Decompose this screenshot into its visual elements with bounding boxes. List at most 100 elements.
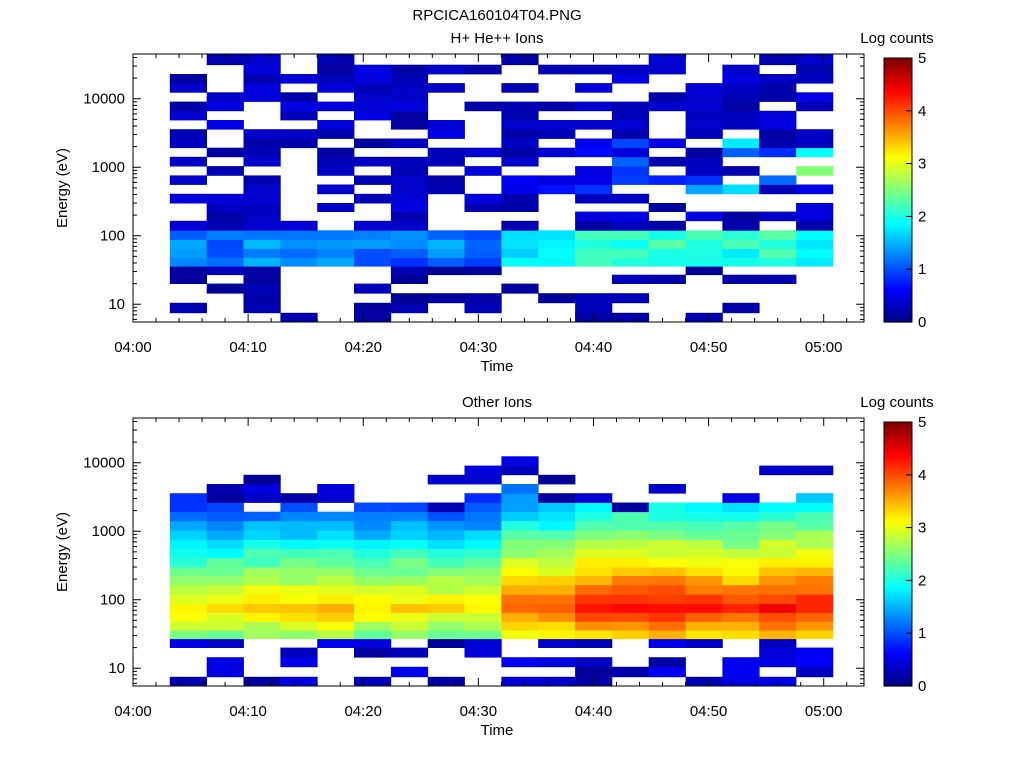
heatmap-cell: [575, 64, 613, 75]
heatmap-cell: [648, 64, 686, 75]
heatmap-cell: [169, 138, 207, 149]
colorbar-swatch: [884, 600, 912, 603]
heatmap-cell: [722, 230, 760, 240]
heatmap-cell: [243, 283, 281, 294]
heatmap-cell: [206, 603, 244, 613]
x-tick-label: 04:40: [575, 703, 613, 720]
colorbar-swatch: [884, 609, 912, 612]
heatmap-cell: [501, 129, 539, 139]
heatmap-cell: [169, 110, 207, 121]
colorbar-swatch: [884, 437, 912, 441]
colorbar-swatch: [884, 60, 912, 63]
heatmap-cell: [427, 83, 465, 93]
heatmap-cell: [169, 584, 207, 595]
heatmap-cell: [427, 147, 465, 158]
colorbar-swatch: [884, 121, 912, 125]
heatmap-cell: [206, 484, 244, 494]
colorbar-swatch: [884, 646, 912, 650]
heatmap-cell: [685, 676, 723, 687]
heatmap-cell: [538, 630, 576, 640]
heatmap-cell: [575, 520, 613, 531]
heatmap-cell: [611, 557, 650, 568]
heatmap-cell: [501, 502, 539, 513]
heatmap-cell: [169, 266, 207, 276]
colorbar-swatch: [884, 176, 912, 180]
heatmap-cell: [501, 101, 539, 112]
heatmap-cell: [538, 293, 576, 304]
heatmap-cell: [427, 230, 465, 240]
heatmap-cell: [538, 603, 576, 613]
heatmap-cell: [464, 539, 502, 549]
heatmap-cell: [759, 257, 797, 267]
colorbar-swatch: [884, 648, 912, 652]
heatmap-cell: [501, 175, 539, 185]
heatmap-cell: [464, 474, 502, 485]
heatmap-cell: [243, 511, 281, 522]
heatmap-cell: [648, 612, 686, 622]
x-tick-label: 04:10: [229, 339, 267, 356]
heatmap-cell: [243, 230, 281, 240]
colorbar-swatch: [884, 251, 912, 255]
heatmap-cell: [317, 612, 355, 622]
colorbar-swatch: [884, 139, 912, 143]
colorbar-swatch: [884, 516, 912, 520]
heatmap-cell: [722, 567, 760, 576]
colorbar-swatch: [884, 168, 912, 171]
heatmap-cell: [169, 220, 207, 231]
heatmap-cell: [722, 594, 760, 604]
heatmap-cell: [206, 539, 244, 549]
heatmap-cell: [501, 138, 539, 149]
heatmap-cell: [280, 603, 318, 613]
colorbar-swatch: [884, 479, 912, 482]
heatmap-cell: [611, 220, 650, 231]
heatmap-cell: [243, 520, 281, 531]
heatmap-cell: [611, 530, 650, 540]
heatmap-cell: [390, 101, 429, 112]
heatmap-cell: [759, 594, 797, 604]
heatmap-cell: [390, 203, 429, 212]
heatmap-cell: [722, 83, 760, 93]
heatmap-cell: [206, 502, 244, 513]
heatmap-cell: [501, 156, 539, 167]
heatmap-cell: [464, 248, 502, 258]
colorbar-swatch: [884, 668, 912, 672]
heatmap-cell: [796, 548, 834, 559]
x-axis-ticks: 04:00 04:10 04:20 04:30 04:40 04:50 05:00: [114, 54, 848, 356]
heatmap-cell: [501, 594, 539, 604]
heatmap-cell: [317, 493, 355, 503]
x-tick-label: 04:40: [575, 339, 613, 356]
heatmap-cell: [390, 502, 429, 513]
colorbar-swatch: [884, 639, 912, 643]
heatmap-cell: [685, 83, 723, 93]
heatmap-cell: [280, 520, 318, 531]
heatmap-cell: [611, 64, 650, 75]
colorbar-swatch: [884, 496, 912, 500]
heatmap-cell: [427, 129, 465, 139]
colorbar-swatch: [884, 172, 912, 176]
heatmap-cell: [611, 594, 650, 604]
heatmap-cell: [390, 557, 429, 568]
heatmap-cell: [538, 548, 576, 559]
colorbar-swatch: [884, 523, 912, 526]
heatmap-cell: [464, 502, 502, 513]
heatmap-cell: [169, 530, 207, 540]
heatmap-cell: [575, 548, 613, 559]
colorbar-swatch: [884, 93, 912, 96]
heatmap-cell: [575, 511, 613, 522]
heatmap-cell: [722, 138, 760, 149]
heatmap-cell: [464, 630, 502, 640]
heatmap-cell: [427, 266, 465, 276]
heatmap-cell: [464, 101, 502, 112]
heatmap-cell: [648, 638, 686, 648]
heatmap-cell: [317, 594, 355, 604]
heatmap-cell: [317, 530, 355, 540]
heatmap-cell: [354, 647, 392, 658]
heatmap-cell: [796, 557, 834, 568]
colorbar-swatch: [884, 214, 912, 217]
colorbar-swatch: [884, 527, 912, 531]
y-tick-label: 1000: [92, 159, 125, 176]
colorbar-label: Log counts: [860, 394, 933, 411]
heatmap-cell: [501, 220, 539, 231]
heatmap-cell: [685, 129, 723, 139]
heatmap-cell: [575, 603, 613, 613]
